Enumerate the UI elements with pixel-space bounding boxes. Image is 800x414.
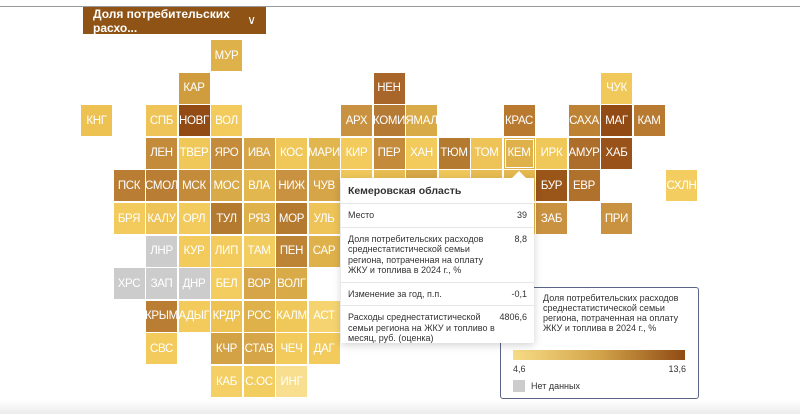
region-tile[interactable]: ИНГ [276, 366, 307, 397]
region-tile[interactable]: РОС [243, 300, 275, 332]
region-tile[interactable]: КУР [178, 235, 210, 267]
tooltip-row-rank: Место 39 [341, 204, 534, 228]
region-tile[interactable]: ВОР [243, 268, 275, 300]
region-tile[interactable]: КАБ [211, 366, 242, 397]
region-tile[interactable]: НИЖ [276, 170, 307, 202]
region-tile[interactable]: НЕН [373, 72, 405, 104]
region-tile[interactable]: БЕЛ [211, 268, 242, 300]
region-tile[interactable]: ХРС [113, 268, 145, 300]
region-tile[interactable]: ХАН [406, 137, 437, 169]
region-tile[interactable]: ЛЕН [146, 137, 177, 169]
region-tile[interactable]: КНГ [81, 105, 112, 137]
region-tile[interactable]: ТЮМ [438, 137, 470, 169]
region-tile[interactable]: КОС [276, 137, 307, 169]
region-tile[interactable]: ВЛА [243, 170, 275, 202]
region-tile[interactable]: ТОМ [471, 137, 502, 169]
region-tile[interactable]: ЗАБ [536, 203, 567, 234]
region-tile[interactable]: КЧР [211, 333, 242, 365]
region-tile[interactable]: ПРИ [601, 203, 632, 234]
region-tile[interactable]: КАМ [633, 105, 665, 137]
region-tile[interactable]: МСК [178, 170, 210, 202]
region-tile[interactable]: ЧУК [601, 72, 632, 104]
region-tile[interactable]: ПСК [113, 170, 145, 202]
region-tile[interactable]: МОС [211, 170, 242, 202]
region-tile[interactable]: КАЛУ [146, 203, 177, 234]
region-tile[interactable]: ХАБ [601, 137, 632, 169]
indicator-dropdown[interactable]: Доля потребительских расхо... ∨ [83, 6, 266, 35]
chevron-down-icon: ∨ [247, 13, 256, 27]
region-tile[interactable]: С.ОС [243, 366, 275, 397]
region-tile[interactable]: ЛНР [146, 235, 177, 267]
no-data-swatch [513, 380, 525, 392]
legend-max: 13,6 [668, 364, 686, 374]
no-data-label: Нет данных [531, 381, 580, 391]
region-tile[interactable]: СМОЛ [146, 170, 177, 202]
region-tile[interactable]: ДНР [178, 268, 210, 300]
region-tile[interactable]: МУР [211, 40, 242, 71]
region-tile[interactable]: САХА [568, 105, 600, 137]
color-legend: Доля потребительских расходов среднестат… [500, 287, 699, 399]
tooltip-row-change: Изменение за год, п.п. -0,1 [341, 283, 534, 306]
region-tile[interactable]: КРДР [211, 300, 242, 332]
region-tile[interactable]: ДАГ [308, 333, 340, 365]
region-tile[interactable]: КРАС [503, 105, 535, 137]
region-tile[interactable]: ТУЛ [211, 203, 242, 234]
region-tile[interactable]: РЯЗ [243, 203, 275, 234]
region-tile[interactable]: КОМИ [373, 105, 405, 137]
region-tile[interactable]: УЛЬ [308, 203, 340, 234]
region-tile[interactable]: АРХ [341, 105, 372, 137]
region-tile[interactable]: АДЫГ [178, 300, 210, 332]
region-tile[interactable]: ТВЕР [178, 137, 210, 169]
region-tile[interactable]: НОВГ [178, 105, 210, 137]
region-tooltip: Кемеровская область Место 39 Доля потреби… [341, 171, 534, 343]
region-tile[interactable]: САР [308, 235, 340, 267]
region-tile[interactable]: СПБ [146, 105, 177, 137]
region-tile[interactable]: КАР [178, 72, 210, 104]
region-tile[interactable]: ПЕН [276, 235, 307, 267]
tooltip-row-expenses: Расходы среднестатистической семьи регио… [348, 312, 527, 343]
legend-title: Доля потребительских расходов среднестат… [543, 293, 679, 333]
region-tile[interactable]: СХЛН [666, 170, 697, 202]
bottom-edge [0, 400, 800, 414]
region-tile[interactable]: БРЯ [113, 203, 145, 234]
region-tile[interactable]: АСТ [308, 300, 340, 332]
dropdown-label: Доля потребительских расхо... [93, 6, 230, 35]
region-tile[interactable]: ВОЛГ [276, 268, 307, 300]
region-tile[interactable]: БУР [536, 170, 567, 202]
legend-min: 4,6 [513, 364, 526, 374]
tooltip-title: Кемеровская область [341, 178, 534, 204]
region-tile[interactable]: МАРИ [308, 137, 340, 169]
region-tile[interactable]: ТАМ [243, 235, 275, 267]
region-tile[interactable]: МАГ [601, 105, 632, 137]
region-tile[interactable]: ЛИП [211, 235, 242, 267]
region-tile[interactable]: ИРК [536, 137, 567, 169]
region-tile[interactable]: КИР [341, 137, 372, 169]
region-tile[interactable]: АМУР [568, 137, 600, 169]
region-tile[interactable]: СВС [146, 333, 177, 365]
region-tile[interactable]: ОРЛ [178, 203, 210, 234]
region-tile[interactable]: ЧУВ [308, 170, 340, 202]
region-tile[interactable]: КРЫМ [146, 300, 177, 332]
legend-gradient-bar [513, 350, 685, 360]
region-tile[interactable]: ПЕР [373, 137, 405, 169]
region-tile[interactable]: КАЛМ [276, 300, 307, 332]
tooltip-row-share: Доля потребительских расходов среднестат… [341, 228, 534, 283]
region-tile[interactable]: ЯРО [211, 137, 242, 169]
region-tile[interactable]: ЧЕЧ [276, 333, 307, 365]
region-tile[interactable]: ЕВР [568, 170, 600, 202]
tooltip-arrow [511, 171, 527, 179]
region-tile[interactable]: МОР [276, 203, 307, 234]
region-tile[interactable]: СТАВ [243, 333, 275, 365]
region-tile[interactable]: КЕМ [503, 137, 535, 169]
region-tile[interactable]: ЗАП [146, 268, 177, 300]
top-divider [0, 6, 800, 7]
region-tile[interactable]: ИВА [243, 137, 275, 169]
region-tile[interactable]: ВОЛ [211, 105, 242, 137]
region-tile[interactable]: ЯМАЛ [406, 105, 437, 137]
